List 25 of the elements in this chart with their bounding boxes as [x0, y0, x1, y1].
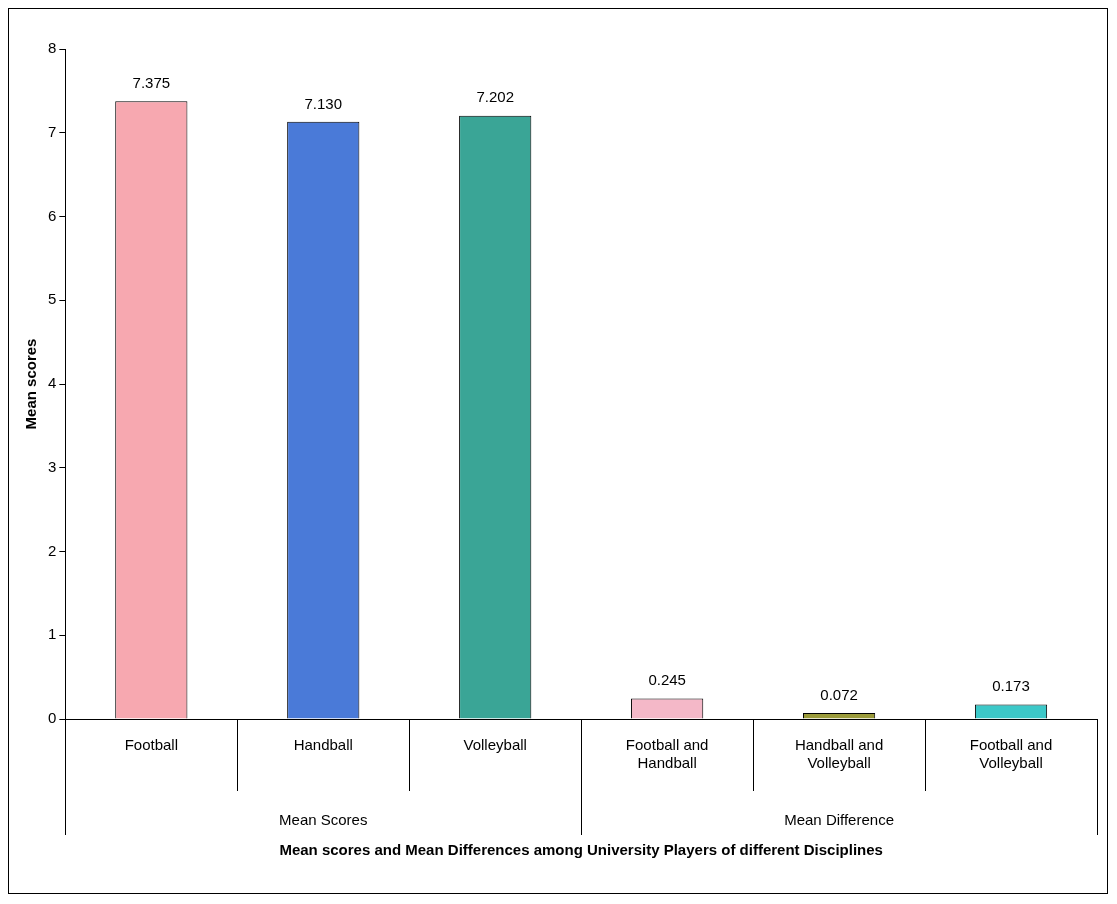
- x-tick-label: Football and Handball: [625, 736, 709, 772]
- text: Mean Difference: [784, 811, 894, 829]
- y-tick-label: 6: [48, 206, 57, 224]
- x-tick-label: Football: [124, 736, 178, 754]
- x-tick-label: Handball: [293, 736, 353, 754]
- y-tick-label: 4: [48, 374, 57, 392]
- data-label: 0.245: [648, 671, 686, 689]
- x-tick-label: Volleyball: [463, 736, 527, 754]
- data-label: 7.202: [476, 88, 514, 106]
- y-axis-title: Mean scores: [22, 338, 40, 430]
- x-tick-label: Football and Volleyball: [969, 736, 1053, 772]
- y-tick-label: 7: [48, 122, 57, 140]
- data-label: 7.375: [132, 73, 171, 91]
- data-label: 0.173: [992, 677, 1030, 695]
- y-tick-label: 3: [48, 457, 57, 475]
- text: Mean Scores: [279, 811, 368, 829]
- y-tick-label: 2: [48, 541, 57, 559]
- y-tick-label: 0: [48, 709, 57, 727]
- y-tick-label: 5: [48, 290, 57, 308]
- y-tick-label: 1: [48, 625, 57, 643]
- data-label: 0.072: [820, 685, 858, 703]
- data-label: 7.130: [304, 94, 343, 112]
- x-tick-label: Handball and Volleyball: [794, 736, 884, 772]
- x-axis-title: Mean scores and Mean Differences among University Players of different Disciplines: [279, 841, 883, 859]
- y-tick-label: 8: [48, 39, 57, 57]
